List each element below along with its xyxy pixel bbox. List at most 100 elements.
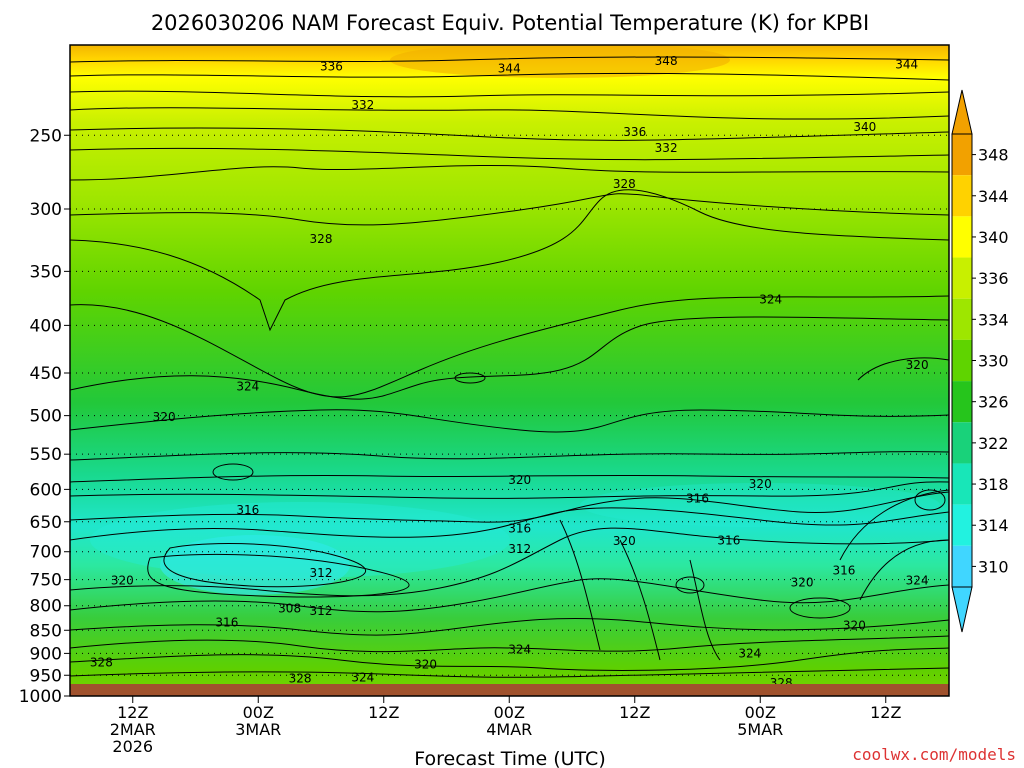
contour-label: 312 (310, 566, 333, 580)
contour-label-text: 320 (613, 534, 636, 548)
y-tick-label: 750 (30, 571, 62, 591)
y-axis: 250 300 350 400 450 500 550 600 650 700 750 800 850 9… (19, 126, 70, 707)
y-tick-label: 550 (30, 445, 62, 465)
y-tick-label: 900 (30, 644, 62, 664)
contour-label-text: 332 (351, 98, 374, 112)
contour-label: 320 (613, 534, 636, 548)
contour-label-text: 308 (278, 601, 301, 615)
y-tick-label: 950 (30, 666, 62, 686)
contour-label: 328 (613, 177, 636, 191)
y-tick-label: 500 (30, 407, 62, 427)
contour-label: 324 (236, 379, 259, 393)
colorbar-swatch (952, 463, 972, 505)
contour-label-text: 312 (310, 566, 333, 580)
contour-label-text: 332 (655, 141, 678, 155)
contour-label-text: 320 (843, 618, 866, 632)
colorbar-swatch (952, 545, 972, 587)
contour-label: 308 (278, 601, 301, 615)
contour-label: 320 (153, 410, 176, 424)
y-tick-label: 300 (30, 200, 62, 220)
contour-label: 316 (508, 522, 531, 536)
contour-label-text: 320 (111, 574, 134, 588)
contour-label: 336 (320, 60, 343, 74)
colorbar-swatch (952, 504, 972, 546)
cool-layer-shade (90, 502, 510, 578)
colorbar-swatch (952, 381, 972, 423)
contour-label-text: 328 (310, 232, 333, 246)
colorbar-tick-label: 330 (978, 352, 1009, 371)
x-tick-label: 12Z (619, 703, 650, 722)
y-tick-label: 350 (30, 262, 62, 282)
contour-label-text: 340 (853, 120, 876, 134)
ground-band (70, 684, 949, 696)
colorbar: 348 344 340 336 334 330 326 322 318 314 310 (951, 89, 1009, 633)
colorbar-swatch (952, 134, 972, 176)
contour-label-text: 324 (508, 642, 531, 656)
contour-label-text: 312 (310, 604, 333, 618)
contour-label: 340 (853, 120, 876, 134)
contour-label: 324 (906, 574, 929, 588)
contour-label: 316 (236, 503, 259, 517)
colorbar-swatch (952, 298, 972, 340)
contour-label-text: 316 (508, 522, 531, 536)
contour-label: 332 (351, 98, 374, 112)
contour-label-text: 324 (738, 646, 761, 660)
credit-text: coolwx.com/models (852, 745, 1016, 764)
chart-title: 2026030206 NAM Forecast Equiv. Potential… (151, 11, 869, 35)
contour-label: 344 (498, 62, 521, 76)
contour-label-text: 328 (613, 177, 636, 191)
contour-label: 320 (749, 477, 772, 491)
x-tick-label: 2026 (112, 737, 153, 756)
contour-lines (70, 56, 949, 678)
contour-label: 320 (111, 574, 134, 588)
colorbar-tick-label: 344 (978, 187, 1009, 206)
y-tick-label: 700 (30, 543, 62, 563)
cold-pocket-shade (160, 535, 350, 595)
x-axis-label: Forecast Time (UTC) (414, 748, 605, 768)
contour-label-text: 336 (320, 60, 343, 74)
contour-label: 320 (508, 473, 531, 487)
contour-label: 316 (215, 616, 238, 630)
colorbar-swatch (952, 339, 972, 382)
colorbar-tick-label: 340 (978, 228, 1009, 247)
contour-label-text: 316 (686, 492, 709, 506)
cool-layer-shade-right (580, 483, 940, 527)
y-tick-label: 800 (30, 597, 62, 617)
contour-label: 316 (832, 563, 855, 577)
x-tick-label: 00Z (243, 703, 274, 722)
contour-label-text: 312 (508, 542, 531, 556)
x-tick-label: 00Z (494, 703, 525, 722)
plot-area: 348 344 344 336 340 336 332 332 328 328 324 320 324 3… (70, 45, 949, 696)
contour-label: 348 (655, 54, 678, 68)
contour-label: 328 (289, 672, 312, 686)
contour-label-text: 320 (749, 477, 772, 491)
colorbar-tick-label: 326 (978, 393, 1009, 412)
y-tick-label: 1000 (19, 687, 62, 707)
colorbar-tick-label: 322 (978, 434, 1009, 453)
contour-label-text: 316 (215, 616, 238, 630)
contour-label: 324 (351, 670, 374, 684)
contour-label: 320 (906, 358, 929, 372)
contour-label: 320 (414, 657, 437, 671)
y-tick-label: 400 (30, 316, 62, 336)
x-tick-label: 5MAR (737, 720, 783, 739)
colorbar-tick-label: 348 (978, 146, 1009, 165)
contour-label-text: 348 (655, 54, 678, 68)
colorbar-swatch (952, 257, 972, 299)
contour-label: 324 (738, 646, 761, 660)
x-tick-label: 00Z (745, 703, 776, 722)
x-tick-label: 12Z (117, 703, 148, 722)
contour-label-text: 336 (623, 125, 646, 139)
contour-label-text: 316 (832, 563, 855, 577)
contour-label-text: 344 (895, 58, 918, 72)
contour-label-text: 324 (236, 379, 259, 393)
contour-label: 320 (791, 575, 814, 589)
colorbar-swatch (952, 175, 972, 217)
contour-label-text: 324 (351, 670, 374, 684)
colorbar-tick-label: 310 (978, 557, 1009, 576)
colorbar-swatch (952, 216, 972, 258)
contour-label-text: 324 (759, 292, 782, 306)
grid (70, 134, 949, 676)
colorbar-top-arrow (951, 89, 973, 135)
